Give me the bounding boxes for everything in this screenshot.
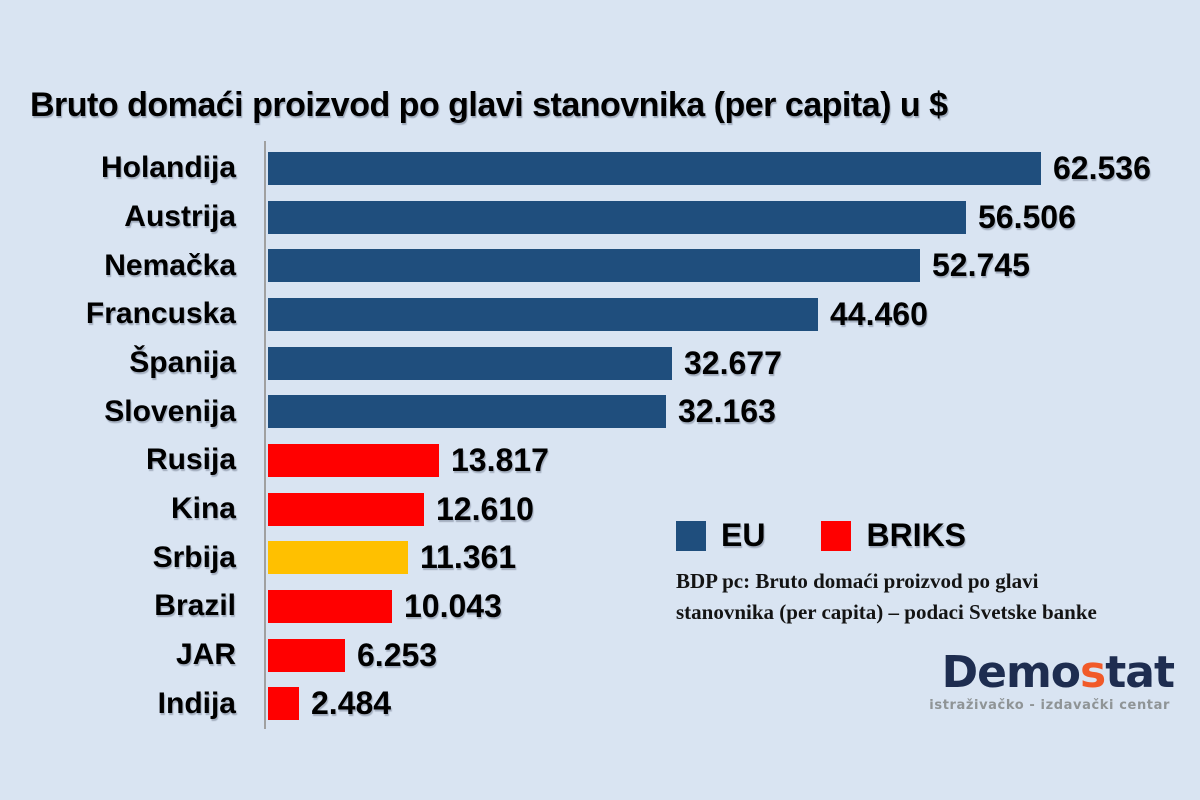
bar [268,297,818,331]
value-label: 13.817 [451,441,549,478]
bar-zone: 10.043 [266,582,1200,631]
legend-label-eu: EU [721,517,766,553]
value-label: 12.610 [436,490,534,527]
bar-zone: 56.506 [266,193,1200,242]
chart-row: Holandija 62.536 [0,144,1200,193]
source-note-line2: stanovnika (per capita) – podaci Svetske… [676,600,1097,624]
chart-row: Francuska 44.460 [0,290,1200,339]
bar-chart: Holandija 62.536 Austrija 56.506 Nemačka… [0,144,1200,728]
eu-swatch-icon [676,520,706,551]
value-label: 52.745 [932,247,1030,284]
value-label: 32.163 [678,393,776,430]
legend: EU BRIKS [676,517,966,554]
bar-zone: 32.163 [266,387,1200,436]
value-label: 6.253 [357,636,438,673]
category-label: Kina [170,492,236,526]
value-label: 11.361 [420,539,517,576]
category-label: Nemačka [104,248,236,282]
logo-prefix: Demo [941,647,1081,698]
value-label: 44.460 [830,295,928,332]
bar [268,638,345,672]
category-label: Rusija [145,443,236,477]
source-note-line1: BDP pc: Bruto domaći proizvod po glavi [676,569,1039,593]
bar-zone: 2.484 [266,679,1200,728]
category-label: Francuska [85,297,236,331]
bar [268,200,966,234]
bar [268,541,408,575]
value-label: 32.677 [684,344,782,381]
chart-row: Španija 32.677 [0,339,1200,388]
y-axis-line [264,141,266,729]
briks-swatch-icon [821,520,852,551]
chart-row: Rusija 13.817 [0,436,1200,485]
bar [268,346,672,380]
demostat-logo: Demostat istraživačko - izdavački centar [929,647,1175,714]
value-label: 62.536 [1053,149,1151,186]
category-label: Brazil [154,589,236,623]
category-label: Holandija [100,151,236,185]
category-label: Slovenija [104,394,236,428]
legend-label-briks: BRIKS [866,517,967,553]
source-note: BDP pc: Bruto domaći proizvod po glavi s… [676,566,1196,628]
demostat-wordmark: Demostat [929,647,1175,698]
category-label: Austrija [124,200,236,233]
bar-zone: 11.361 [266,533,1200,582]
bar-zone: 44.460 [266,290,1200,339]
chart-row: Kina 12.610 [0,485,1200,534]
chart-row: JAR 6.253 [0,631,1200,680]
chart-row: Austrija 56.506 [0,193,1200,242]
category-label: Srbija [152,540,236,574]
legend-item-eu: EU [676,517,765,554]
logo-suffix: tat [1105,647,1175,698]
chart-row: Nemačka 52.745 [0,241,1200,290]
bar-zone: 6.253 [266,631,1200,680]
bar [268,687,299,721]
bar [268,443,439,477]
bar-zone: 62.536 [266,144,1200,193]
chart-row: Slovenija 32.163 [0,387,1200,436]
value-label: 56.506 [978,198,1076,235]
category-label: Indija [157,686,236,720]
legend-item-briks: BRIKS [821,517,966,554]
bar [268,151,1041,185]
bar-zone: 32.677 [266,339,1200,388]
chart-row: Indija 2.484 [0,679,1200,728]
bar-zone: 13.817 [266,436,1200,485]
chart-row: Srbija 11.361 [0,533,1200,582]
logo-subtitle: istraživačko - izdavački centar [929,698,1170,713]
bar [268,395,666,429]
category-label: Španija [129,346,236,380]
chart-title: Bruto domaći proizvod po glavi stanovnik… [30,86,948,124]
value-label: 10.043 [404,587,502,624]
bar [268,249,920,283]
chart-row: Brazil 10.043 [0,582,1200,631]
value-label: 2.484 [311,685,392,722]
logo-accent-letter: s [1080,647,1106,698]
category-label: JAR [175,638,236,672]
bar [268,589,392,623]
bar-zone: 12.610 [266,485,1200,534]
bar [268,492,424,526]
bar-zone: 52.745 [266,241,1200,290]
